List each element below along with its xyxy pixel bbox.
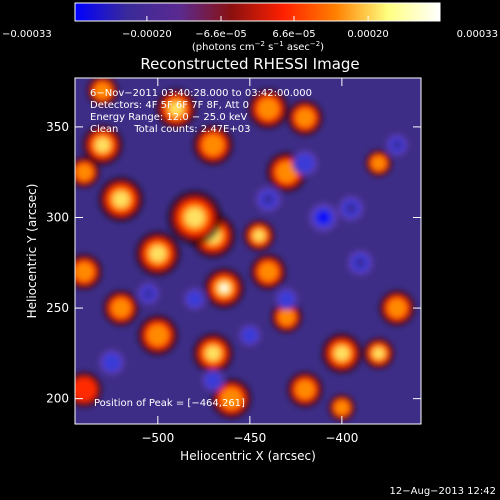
- intensity-blob: [203, 267, 245, 309]
- annotation-detectors: Detectors: 4F 5F 6F 7F 8F, Att 0: [90, 100, 249, 111]
- intensity-blob: [328, 393, 356, 422]
- intensity-blob: [386, 133, 409, 157]
- y-tick-label: 200: [46, 392, 69, 406]
- intensity-blob: [286, 99, 324, 137]
- intensity-blob: [192, 332, 234, 375]
- intensity-blob: [308, 202, 339, 233]
- intensity-blob: [75, 253, 103, 291]
- intensity-blob: [81, 124, 124, 166]
- annotation-time-range: 6−Nov−2011 03:40:28.000 to 03:42:00.000: [90, 88, 312, 99]
- intensity-blob: [242, 219, 276, 252]
- intensity-blob: [137, 282, 160, 305]
- intensity-blob: [167, 189, 223, 246]
- intensity-blob: [286, 371, 324, 408]
- image-annotations: 6−Nov−2011 03:40:28.000 to 03:42:00.000 …: [90, 88, 312, 409]
- intensity-blob: [201, 369, 225, 392]
- colorbar-tick-label: 6.6e−05: [272, 29, 315, 40]
- image-plot-area: −500 −450 −400 200 250 300 350: [46, 77, 422, 445]
- x-axis-label: Heliocentric X (arcsec): [180, 449, 316, 463]
- intensity-blob: [292, 150, 318, 177]
- intensity-blob: [86, 78, 119, 107]
- colorbar-tick-label: 0.00020: [347, 29, 388, 40]
- y-tick-label: 350: [46, 120, 69, 134]
- intensity-blob: [362, 337, 395, 370]
- colorbar-unit-label: (photons cm−2 s−1 asec−2): [192, 40, 324, 53]
- x-tick-label: −400: [325, 431, 358, 445]
- image-intensity-field: [75, 78, 416, 422]
- intensity-blob: [155, 88, 197, 130]
- intensity-blob: [270, 301, 303, 334]
- intensity-blob: [347, 249, 374, 276]
- intensity-blob: [364, 149, 393, 177]
- y-axis-label: Heliocentric Y (arcsec): [25, 184, 39, 319]
- intensity-blob: [238, 324, 261, 347]
- intensity-blob: [378, 289, 416, 327]
- x-tick-label: −450: [233, 431, 266, 445]
- colorbar-tick-label: 0.00033: [457, 29, 498, 40]
- colorbar-tick-label: −0.00033: [2, 29, 52, 40]
- axis-ticks: −500 −450 −400 200 250 300 350: [46, 78, 421, 445]
- colorbar-tick-label: −6.6e−05: [195, 29, 247, 40]
- intensity-blob: [98, 176, 145, 223]
- annotation-energy-range: Energy Range: 12.0 − 25.0 keV: [90, 112, 247, 123]
- intensity-blob: [192, 124, 234, 166]
- intensity-blob: [275, 287, 298, 311]
- intensity-blob: [247, 88, 289, 130]
- intensity-blob: [102, 289, 140, 327]
- plot-frame: [74, 77, 422, 425]
- intensity-blob: [210, 377, 253, 420]
- intensity-blob: [255, 186, 282, 213]
- colorbar-ticks: −0.00033 −0.00020 −6.6e−05 6.6e−05 0.00020 0.…: [2, 16, 498, 40]
- annotation-peak-position: Position of Peak = [−464,261]: [94, 398, 245, 409]
- y-tick-label: 250: [46, 301, 69, 315]
- footer-timestamp: 12−Aug−2013 12:42: [390, 486, 496, 497]
- intensity-blob: [134, 230, 181, 277]
- intensity-blob: [137, 314, 179, 356]
- chart-title: Reconstructed RHESSI Image: [140, 55, 359, 73]
- x-tick-label: −500: [141, 431, 174, 445]
- intensity-blob: [321, 332, 363, 375]
- colorbar-tick-label: −0.00020: [122, 29, 172, 40]
- colorbar: −0.00033 −0.00020 −6.6e−05 6.6e−05 0.00020 0.…: [2, 2, 498, 53]
- colorbar-strip: [74, 2, 441, 22]
- intensity-blob: [98, 349, 125, 376]
- intensity-blob: [338, 195, 364, 222]
- intensity-blob: [183, 287, 206, 311]
- annotation-method: Clean Total counts: 2.47E+03: [90, 124, 250, 135]
- intensity-blob: [249, 253, 287, 291]
- intensity-blob: [75, 156, 101, 189]
- y-tick-label: 300: [46, 210, 69, 224]
